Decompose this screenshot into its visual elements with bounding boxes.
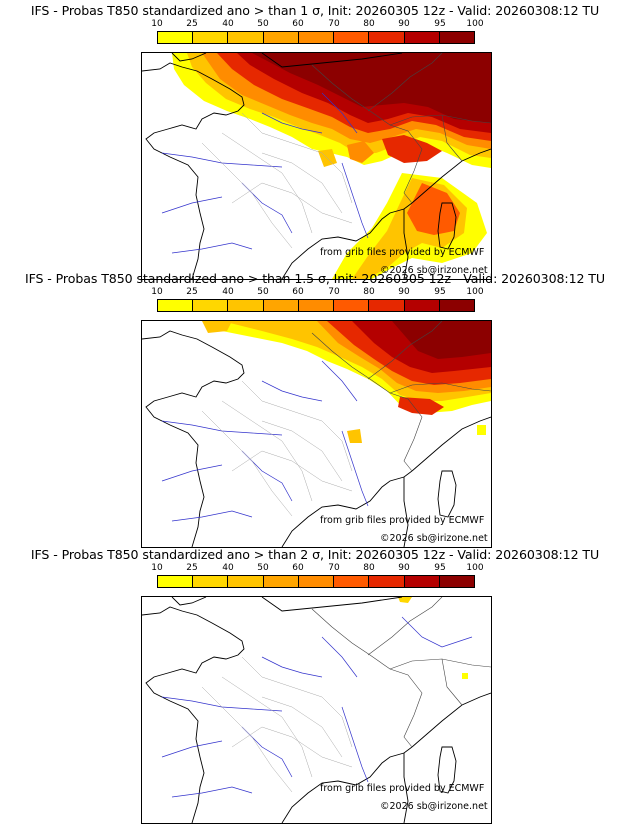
- colorbar-labels: 10 25 40 50 60 70 80 90 95 100: [0, 563, 630, 574]
- colorbar-tick: 100: [466, 563, 484, 573]
- colorbar-tick: 10: [151, 563, 163, 573]
- colorbar-tick: 90: [398, 563, 410, 573]
- colorbar-swatch: [298, 32, 335, 43]
- colorbar-tick: 25: [186, 19, 198, 29]
- colorbar-tick: 50: [257, 19, 269, 29]
- colorbar-tick: 80: [363, 19, 375, 29]
- colorbar-swatch: [439, 32, 474, 43]
- colorbar-tick: 60: [292, 563, 304, 573]
- colorbar-swatch: [298, 300, 335, 311]
- colorbar-swatch: [334, 32, 370, 43]
- copyright: ©2026 sb@irizone.net: [380, 265, 488, 276]
- colorbar-tick: 50: [257, 563, 269, 573]
- colorbar-tick: 100: [466, 19, 484, 29]
- colorbar-tick: 100: [466, 287, 484, 297]
- departments: [201, 380, 353, 517]
- departments: [201, 656, 353, 793]
- colorbar-swatch: [158, 576, 194, 587]
- ecmwf-credit: from grib files provided by ECMWF: [320, 783, 485, 794]
- colorbar-swatch: [193, 576, 229, 587]
- colorbar: [157, 575, 475, 588]
- probability-field: [398, 597, 468, 679]
- probability-map: [141, 596, 492, 824]
- colorbar-tick: 95: [434, 287, 446, 297]
- probability-map: [141, 320, 492, 548]
- borders: [311, 53, 491, 204]
- colorbar-swatch: [369, 32, 405, 43]
- map-panel-3: IFS - Probas T850 standardized ano > tha…: [0, 547, 630, 824]
- colorbar-swatch: [228, 300, 264, 311]
- colorbar-swatch: [439, 576, 474, 587]
- colorbar-tick: 10: [151, 19, 163, 29]
- colorbar-swatch: [404, 300, 440, 311]
- colorbar-swatch: [369, 576, 405, 587]
- colorbar-tick: 70: [328, 19, 340, 29]
- colorbar-tick: 60: [292, 19, 304, 29]
- colorbar-swatch: [263, 32, 299, 43]
- colorbar-swatch: [263, 576, 299, 587]
- colorbar-tick: 80: [363, 563, 375, 573]
- colorbar-swatch: [404, 576, 440, 587]
- map-panel-2: IFS - Probas T850 standardized ano > tha…: [0, 271, 630, 548]
- panel-title: IFS - Probas T850 standardized ano > tha…: [30, 547, 600, 562]
- panel-title: IFS - Probas T850 standardized ano > tha…: [30, 3, 600, 18]
- rivers: [161, 616, 473, 798]
- colorbar-tick: 95: [434, 563, 446, 573]
- ecmwf-credit: from grib files provided by ECMWF: [320, 247, 485, 258]
- colorbar-tick: 70: [328, 287, 340, 297]
- ecmwf-credit: from grib files provided by ECMWF: [320, 515, 485, 526]
- departments: [201, 112, 353, 249]
- colorbar-swatch: [228, 32, 264, 43]
- map-panel-1: IFS - Probas T850 standardized ano > tha…: [0, 3, 630, 280]
- colorbar-labels: 10 25 40 50 60 70 80 90 95 100: [0, 19, 630, 30]
- colorbar-tick: 80: [363, 287, 375, 297]
- colorbar-swatch: [228, 576, 264, 587]
- colorbar-tick: 90: [398, 287, 410, 297]
- colorbar-tick: 25: [186, 287, 198, 297]
- colorbar-swatch: [263, 300, 299, 311]
- colorbar-swatch: [193, 300, 229, 311]
- colorbar-swatch: [298, 576, 335, 587]
- colorbar: [157, 299, 475, 312]
- colorbar-tick: 40: [222, 19, 234, 29]
- colorbar-tick: 70: [328, 563, 340, 573]
- colorbar-tick: 95: [434, 19, 446, 29]
- copyright: ©2026 sb@irizone.net: [380, 801, 488, 812]
- panel-title: IFS - Probas T850 standardized ano > tha…: [24, 271, 606, 286]
- colorbar-swatch: [369, 300, 405, 311]
- borders: [311, 597, 491, 748]
- colorbar-tick: 25: [186, 563, 198, 573]
- colorbar-swatch: [439, 300, 474, 311]
- colorbar-swatch: [404, 32, 440, 43]
- colorbar-swatch: [193, 32, 229, 43]
- copyright: ©2026 sb@irizone.net: [380, 533, 488, 544]
- colorbar-tick: 40: [222, 287, 234, 297]
- colorbar-tick: 50: [257, 287, 269, 297]
- rivers: [161, 360, 369, 522]
- probability-field: [202, 321, 491, 443]
- colorbar-swatch: [158, 32, 194, 43]
- colorbar-swatch: [158, 300, 194, 311]
- colorbar-tick: 90: [398, 19, 410, 29]
- colorbar-tick: 40: [222, 563, 234, 573]
- borders: [311, 321, 491, 472]
- colorbar-tick: 60: [292, 287, 304, 297]
- colorbar: [157, 31, 475, 44]
- colorbar-tick: 10: [151, 287, 163, 297]
- colorbar-swatch: [334, 576, 370, 587]
- probability-map: [141, 52, 492, 280]
- coastlines: [142, 330, 491, 547]
- colorbar-labels: 10 25 40 50 60 70 80 90 95 100: [0, 287, 630, 298]
- colorbar-swatch: [334, 300, 370, 311]
